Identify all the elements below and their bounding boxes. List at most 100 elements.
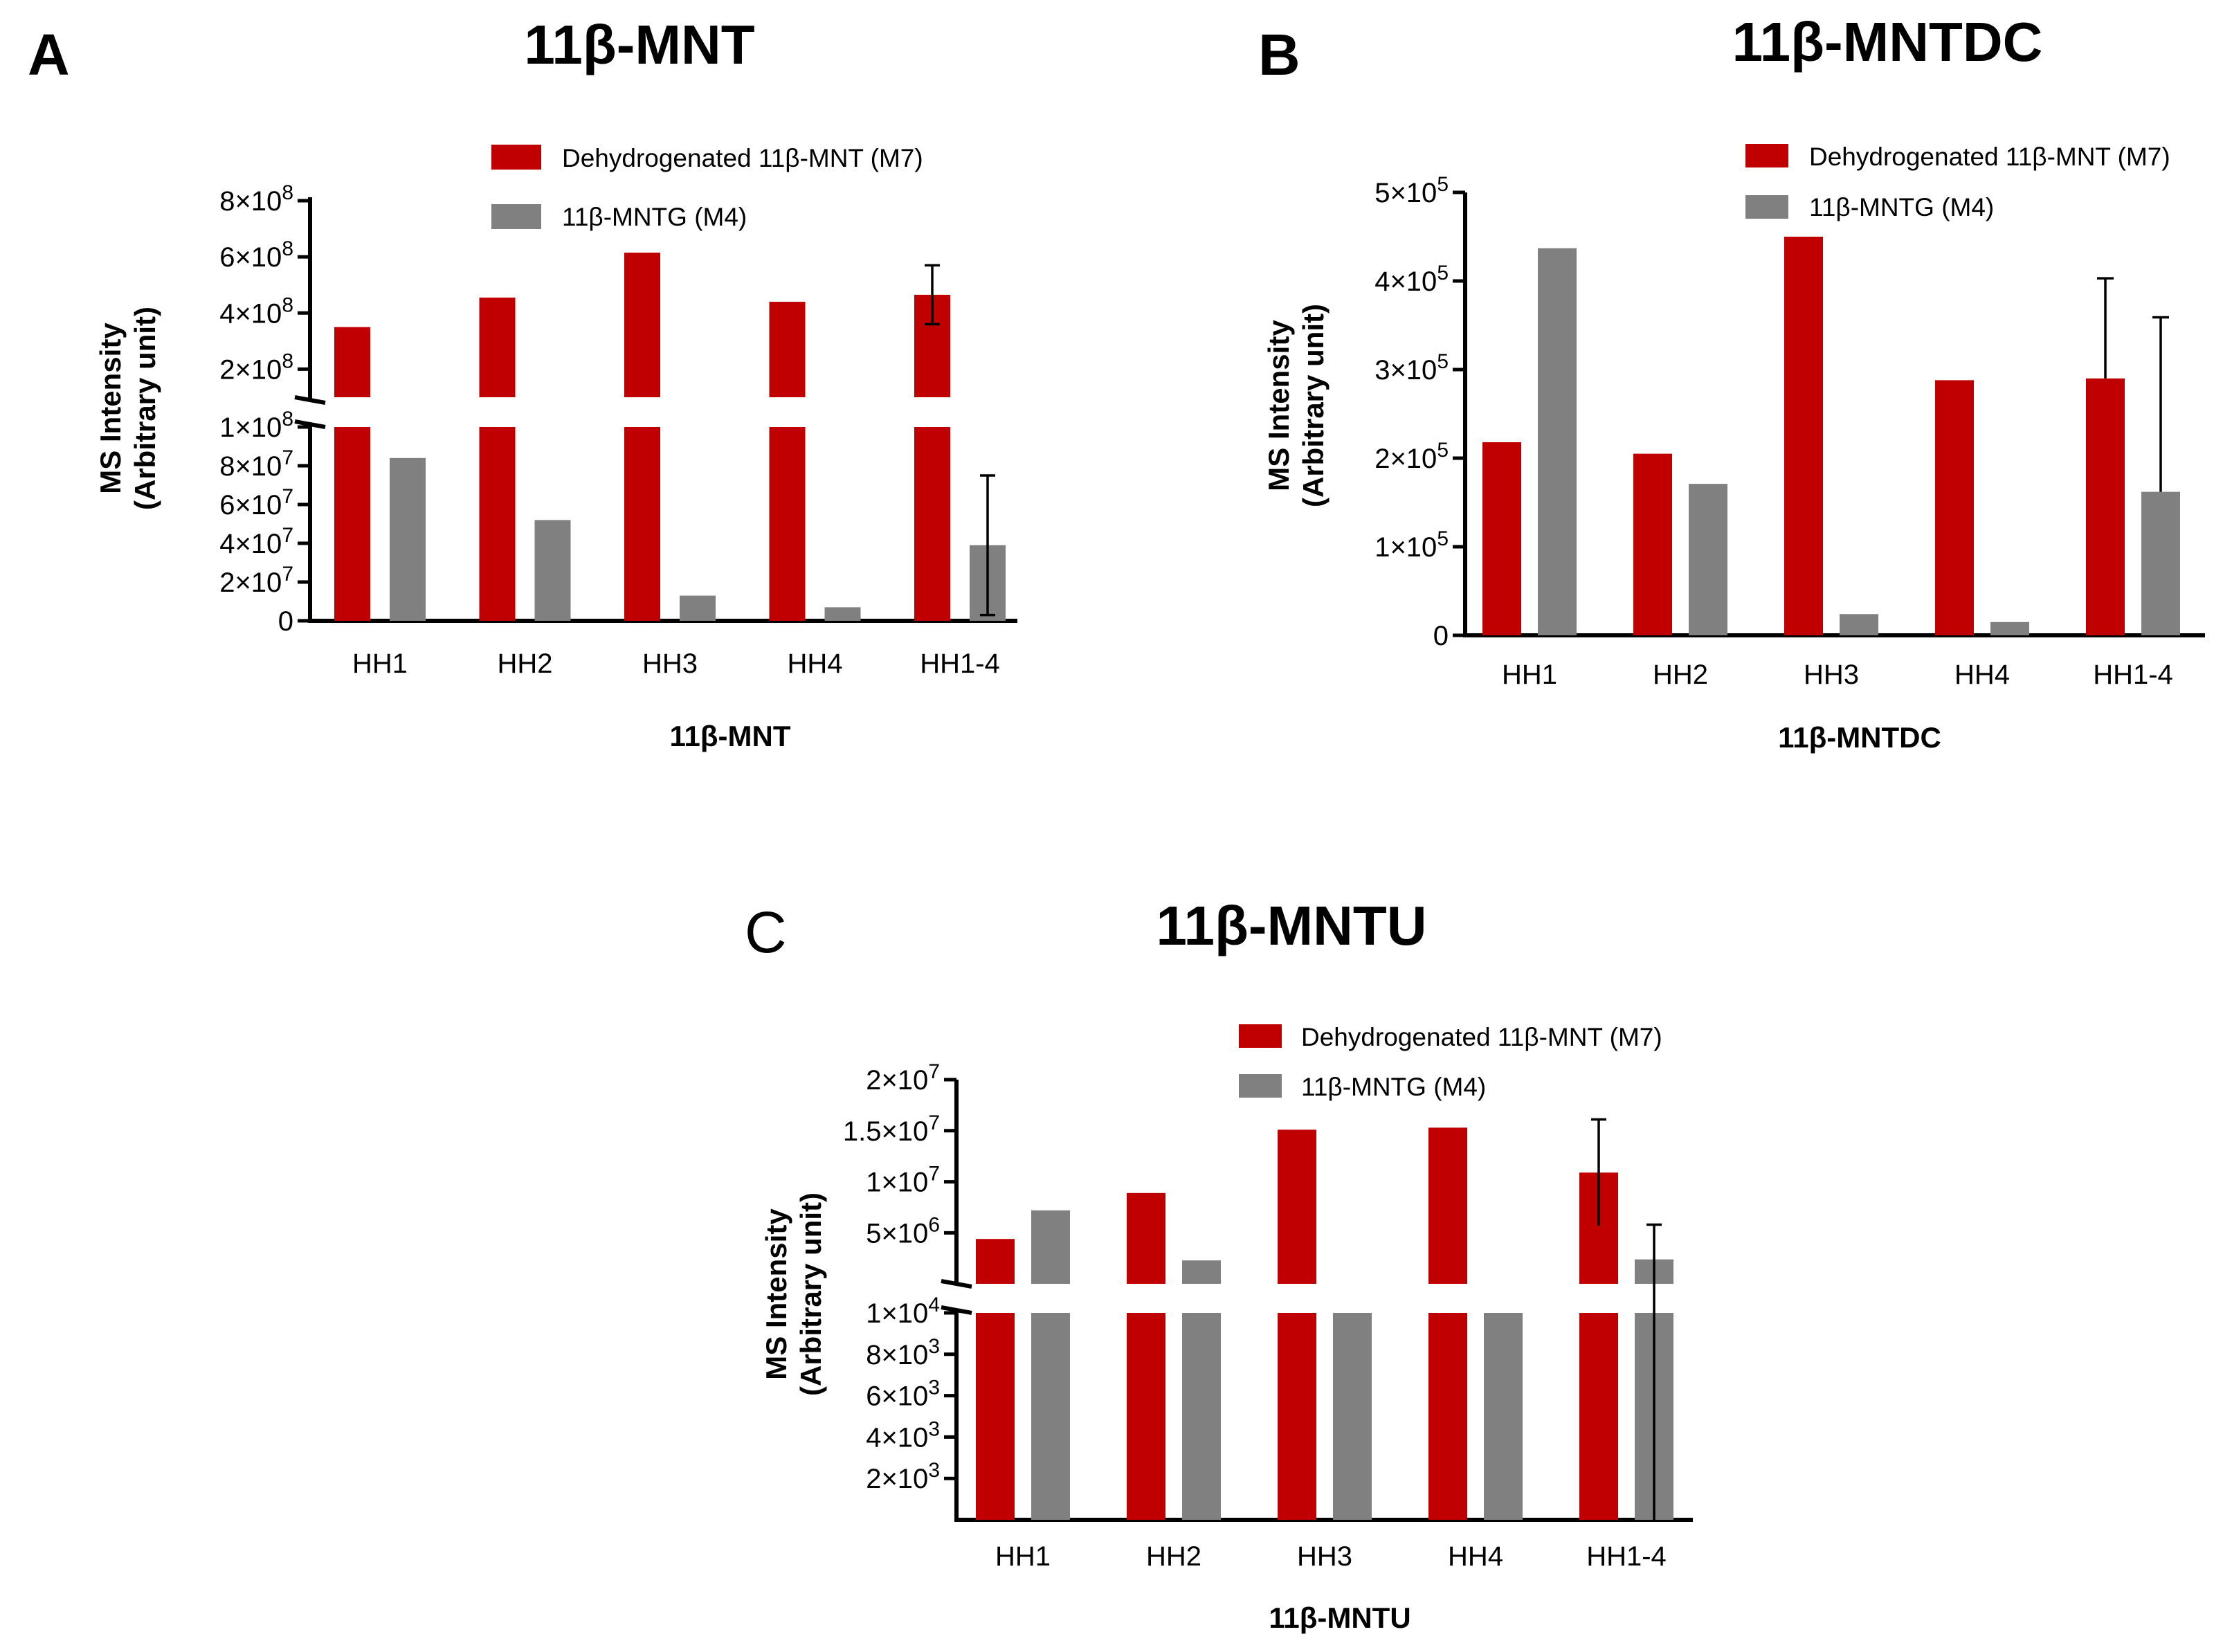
y-a-tick-label: 1×108 — [219, 408, 293, 443]
y-c-tick-label: 1.5×107 — [843, 1111, 940, 1147]
y-b-tick-label: 4×105 — [1374, 262, 1449, 297]
y-b-tick-label: 5×105 — [1374, 173, 1449, 208]
y-axis-label-a: MS Intensity (Arbitrary unit) — [94, 307, 161, 510]
a-bar — [534, 520, 571, 621]
a-bar-lower-segment — [624, 427, 660, 621]
y-label-line2-c: (Arbitrary unit) — [795, 1192, 827, 1396]
c-bar-upper-segment — [1127, 1192, 1165, 1284]
axis-break-mark-bottom-a — [294, 419, 326, 429]
y-c-tick-label: 2×107 — [866, 1060, 940, 1096]
c-bar-lower-segment — [1484, 1313, 1523, 1520]
x-a-tick-label: HH3 — [642, 648, 698, 679]
legend-swatch-red-a — [491, 145, 541, 170]
legend-swatch-red-b — [1745, 144, 1788, 167]
y-a-tick-label: 0 — [278, 606, 293, 637]
a-bar — [680, 595, 716, 621]
x-a-tick-label: HH1 — [352, 648, 408, 679]
legend-swatch-gray-a — [491, 204, 541, 229]
c-bar-lower-segment — [1428, 1313, 1467, 1520]
y-a-tick-label: 2×107 — [219, 563, 293, 598]
bars-c — [976, 1118, 1673, 1520]
y-b-tick-label: 0 — [1433, 621, 1449, 651]
x-a-tick-label: HH1-4 — [920, 648, 1000, 679]
axis-break-mark-top-c — [941, 1279, 972, 1289]
legend-a: Dehydrogenated 11β-MNT (M7) 11β-MNTG (M4… — [491, 144, 923, 231]
x-b-tick-label: HH2 — [1653, 660, 1708, 690]
c-bar-lower-segment — [1333, 1313, 1372, 1520]
x-axis-label-a: 11β-MNT — [670, 720, 791, 752]
a-bar-upper-segment — [769, 302, 806, 397]
b-bar — [2086, 378, 2125, 635]
b-bar — [1538, 248, 1577, 635]
legend-swatch-red-c — [1239, 1024, 1282, 1048]
panel-letter-a: A — [28, 22, 70, 87]
c-bar-upper-segment — [976, 1239, 1015, 1284]
x-c-tick-label: HH3 — [1297, 1541, 1352, 1572]
legend-label-red-b: Dehydrogenated 11β-MNT (M7) — [1809, 143, 2170, 171]
panel-c-title: 11β-MNTU — [1156, 895, 1426, 956]
x-c-tick-label: HH2 — [1146, 1541, 1201, 1572]
a-bar — [390, 457, 426, 621]
legend-c: Dehydrogenated 11β-MNT (M7) 11β-MNTG (M4… — [1239, 1023, 1662, 1101]
c-bar-upper-segment — [1031, 1210, 1070, 1284]
b-bar — [1633, 453, 1672, 635]
legend-label-red-c: Dehydrogenated 11β-MNT (M7) — [1301, 1023, 1662, 1051]
y-b-tick-label: 2×105 — [1374, 439, 1449, 474]
bars-b — [1482, 237, 2180, 635]
x-ticks-c: HH1 HH2 HH3 HH4 HH1-4 — [995, 1541, 1667, 1572]
x-c-tick-label: HH1-4 — [1586, 1541, 1667, 1572]
c-bar-upper-segment — [1428, 1127, 1467, 1284]
b-bar — [1784, 237, 1823, 635]
x-axis-label-c: 11β-MNTU — [1269, 1601, 1410, 1634]
y-a-tick-label: 6×107 — [219, 485, 293, 520]
y-label-line1-a: MS Intensity — [94, 323, 127, 494]
a-bar-lower-segment — [479, 427, 516, 621]
panel-a: A 11β-MNT Dehydrogenated 11β-MNT (M7) 11… — [28, 14, 1017, 752]
x-axis-label-b: 11β-MNTDC — [1778, 721, 1941, 754]
x-a-tick-label: HH2 — [497, 648, 552, 679]
panel-letter-c: C — [745, 900, 787, 965]
y-axis-label-c: MS Intensity (Arbitrary unit) — [760, 1192, 827, 1396]
c-bar-upper-segment — [1278, 1129, 1316, 1284]
axes-b — [1463, 192, 2205, 637]
a-bar-upper-segment — [334, 327, 370, 397]
x-b-tick-label: HH4 — [1954, 660, 2010, 690]
panel-a-title: 11β-MNT — [524, 14, 754, 75]
y-a-tick-label: 4×108 — [219, 293, 293, 329]
axis-break-mark-bottom-c — [941, 1305, 972, 1315]
y-c-tick-label: 1×107 — [866, 1163, 940, 1198]
x-b-tick-label: HH1-4 — [2093, 660, 2173, 690]
x-b-tick-label: HH1 — [1502, 660, 1557, 690]
y-c-tick-label: 1×104 — [866, 1294, 940, 1329]
x-ticks-b: HH1 HH2 HH3 HH4 HH1-4 — [1502, 660, 2173, 690]
b-bar — [1990, 621, 2029, 635]
legend-b: Dehydrogenated 11β-MNT (M7) 11β-MNTG (M4… — [1745, 143, 2170, 221]
y-c-tick-label: 6×103 — [866, 1377, 940, 1412]
y-c-tick-label: 4×103 — [866, 1417, 940, 1453]
b-bar — [1482, 442, 1521, 635]
b-bar — [1689, 484, 1727, 635]
a-bar — [824, 607, 861, 621]
legend-swatch-gray-c — [1239, 1074, 1282, 1098]
y-a-tick-label: 4×107 — [219, 524, 293, 559]
panel-letter-b: B — [1258, 22, 1300, 87]
a-bar-lower-segment — [334, 427, 370, 621]
bars-a — [334, 253, 1006, 621]
x-c-tick-label: HH1 — [995, 1541, 1051, 1572]
a-bar-upper-segment — [479, 297, 516, 397]
legend-label-red-a: Dehydrogenated 11β-MNT (M7) — [562, 144, 923, 172]
y-c-tick-label: 8×103 — [866, 1335, 940, 1370]
x-c-tick-label: HH4 — [1448, 1541, 1503, 1572]
x-a-tick-label: HH4 — [787, 648, 842, 679]
panel-b: B 11β-MNTDC Dehydrogenated 11β-MNT (M7) … — [1258, 11, 2205, 754]
b-bar — [1935, 380, 1974, 635]
y-a-tick-label: 8×107 — [219, 446, 293, 482]
y-label-line2-a: (Arbitrary unit) — [129, 307, 161, 510]
y-axis-label-b: MS Intensity (Arbitrary unit) — [1262, 304, 1330, 507]
b-bar — [1840, 614, 1878, 635]
y-label-line1-c: MS Intensity — [760, 1208, 792, 1380]
legend-label-gray-c: 11β-MNTG (M4) — [1301, 1073, 1486, 1101]
y-label-line2-b: (Arbitrary unit) — [1297, 304, 1330, 507]
